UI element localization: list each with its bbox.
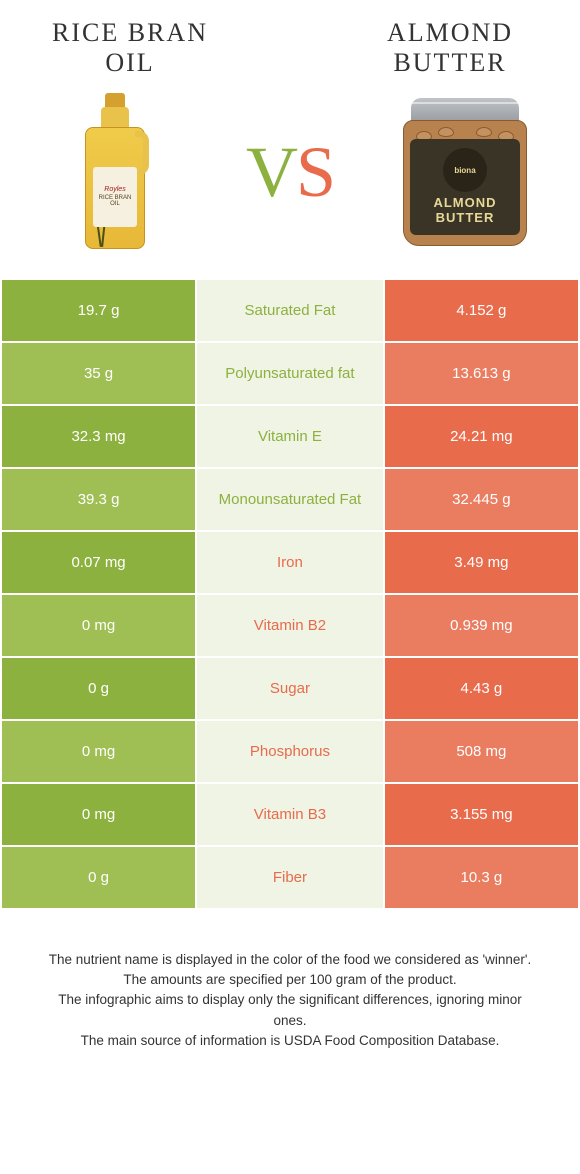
left-value: 0 mg — [1, 783, 196, 846]
footer-notes: The nutrient name is displayed in the co… — [0, 910, 580, 1081]
nutrient-label: Vitamin B2 — [196, 594, 384, 657]
left-value: 0.07 mg — [1, 531, 196, 594]
nutrient-label: Saturated Fat — [196, 279, 384, 342]
comparison-table: 19.7 gSaturated Fat4.152 g35 gPolyunsatu… — [0, 278, 580, 910]
oil-bottle-icon: Royles RICE BRAN OIL — [81, 93, 149, 253]
footer-line-4: The main source of information is USDA F… — [40, 1031, 540, 1051]
right-value: 10.3 g — [384, 846, 579, 909]
right-product-image: biona ALMOND BUTTER — [380, 88, 550, 258]
table-row: 0 mgVitamin B33.155 mg — [1, 783, 579, 846]
nutrient-label: Iron — [196, 531, 384, 594]
nutrient-label: Sugar — [196, 657, 384, 720]
footer-line-1: The nutrient name is displayed in the co… — [40, 950, 540, 970]
nutrient-label: Fiber — [196, 846, 384, 909]
table-row: 32.3 mgVitamin E24.21 mg — [1, 405, 579, 468]
nutrient-label: Phosphorus — [196, 720, 384, 783]
right-value: 32.445 g — [384, 468, 579, 531]
images-row: Royles RICE BRAN OIL VS biona — [0, 78, 580, 278]
right-value: 24.21 mg — [384, 405, 579, 468]
right-value: 3.49 mg — [384, 531, 579, 594]
jar-name-2: BUTTER — [433, 211, 496, 225]
table-row: 0 mgPhosphorus508 mg — [1, 720, 579, 783]
right-value: 508 mg — [384, 720, 579, 783]
table-row: 35 gPolyunsaturated fat13.613 g — [1, 342, 579, 405]
right-value: 13.613 g — [384, 342, 579, 405]
footer-line-2: The amounts are specified per 100 gram o… — [40, 970, 540, 990]
table-row: 0.07 mgIron3.49 mg — [1, 531, 579, 594]
infographic-container: RICE BRAN OIL ALMOND BUTTER Royles RICE … — [0, 0, 580, 1081]
right-value: 3.155 mg — [384, 783, 579, 846]
oil-name-label: RICE BRAN OIL — [95, 195, 135, 207]
nutrient-label: Vitamin B3 — [196, 783, 384, 846]
oil-brand-label: Royles — [104, 186, 125, 193]
vs-label: VS — [246, 131, 334, 214]
nutrient-label: Monounsaturated Fat — [196, 468, 384, 531]
table-row: 0 gFiber10.3 g — [1, 846, 579, 909]
left-value: 35 g — [1, 342, 196, 405]
left-value: 0 g — [1, 846, 196, 909]
left-value: 0 mg — [1, 594, 196, 657]
table-row: 19.7 gSaturated Fat4.152 g — [1, 279, 579, 342]
right-product-title: ALMOND BUTTER — [350, 18, 550, 78]
nutrient-label: Polyunsaturated fat — [196, 342, 384, 405]
footer-line-3: The infographic aims to display only the… — [40, 990, 540, 1031]
left-value: 19.7 g — [1, 279, 196, 342]
left-value: 0 g — [1, 657, 196, 720]
right-value: 4.43 g — [384, 657, 579, 720]
left-product-image: Royles RICE BRAN OIL — [30, 88, 200, 258]
left-value: 0 mg — [1, 720, 196, 783]
jar-brand-label: biona — [443, 148, 487, 192]
jar-name-1: ALMOND — [433, 196, 496, 210]
table-row: 0 gSugar4.43 g — [1, 657, 579, 720]
almond-jar-icon: biona ALMOND BUTTER — [403, 98, 527, 248]
right-value: 4.152 g — [384, 279, 579, 342]
left-value: 39.3 g — [1, 468, 196, 531]
table-row: 0 mgVitamin B20.939 mg — [1, 594, 579, 657]
left-product-title: RICE BRAN OIL — [30, 18, 230, 78]
right-value: 0.939 mg — [384, 594, 579, 657]
left-value: 32.3 mg — [1, 405, 196, 468]
table-row: 39.3 gMonounsaturated Fat32.445 g — [1, 468, 579, 531]
nutrient-label: Vitamin E — [196, 405, 384, 468]
header-row: RICE BRAN OIL ALMOND BUTTER — [0, 0, 580, 78]
